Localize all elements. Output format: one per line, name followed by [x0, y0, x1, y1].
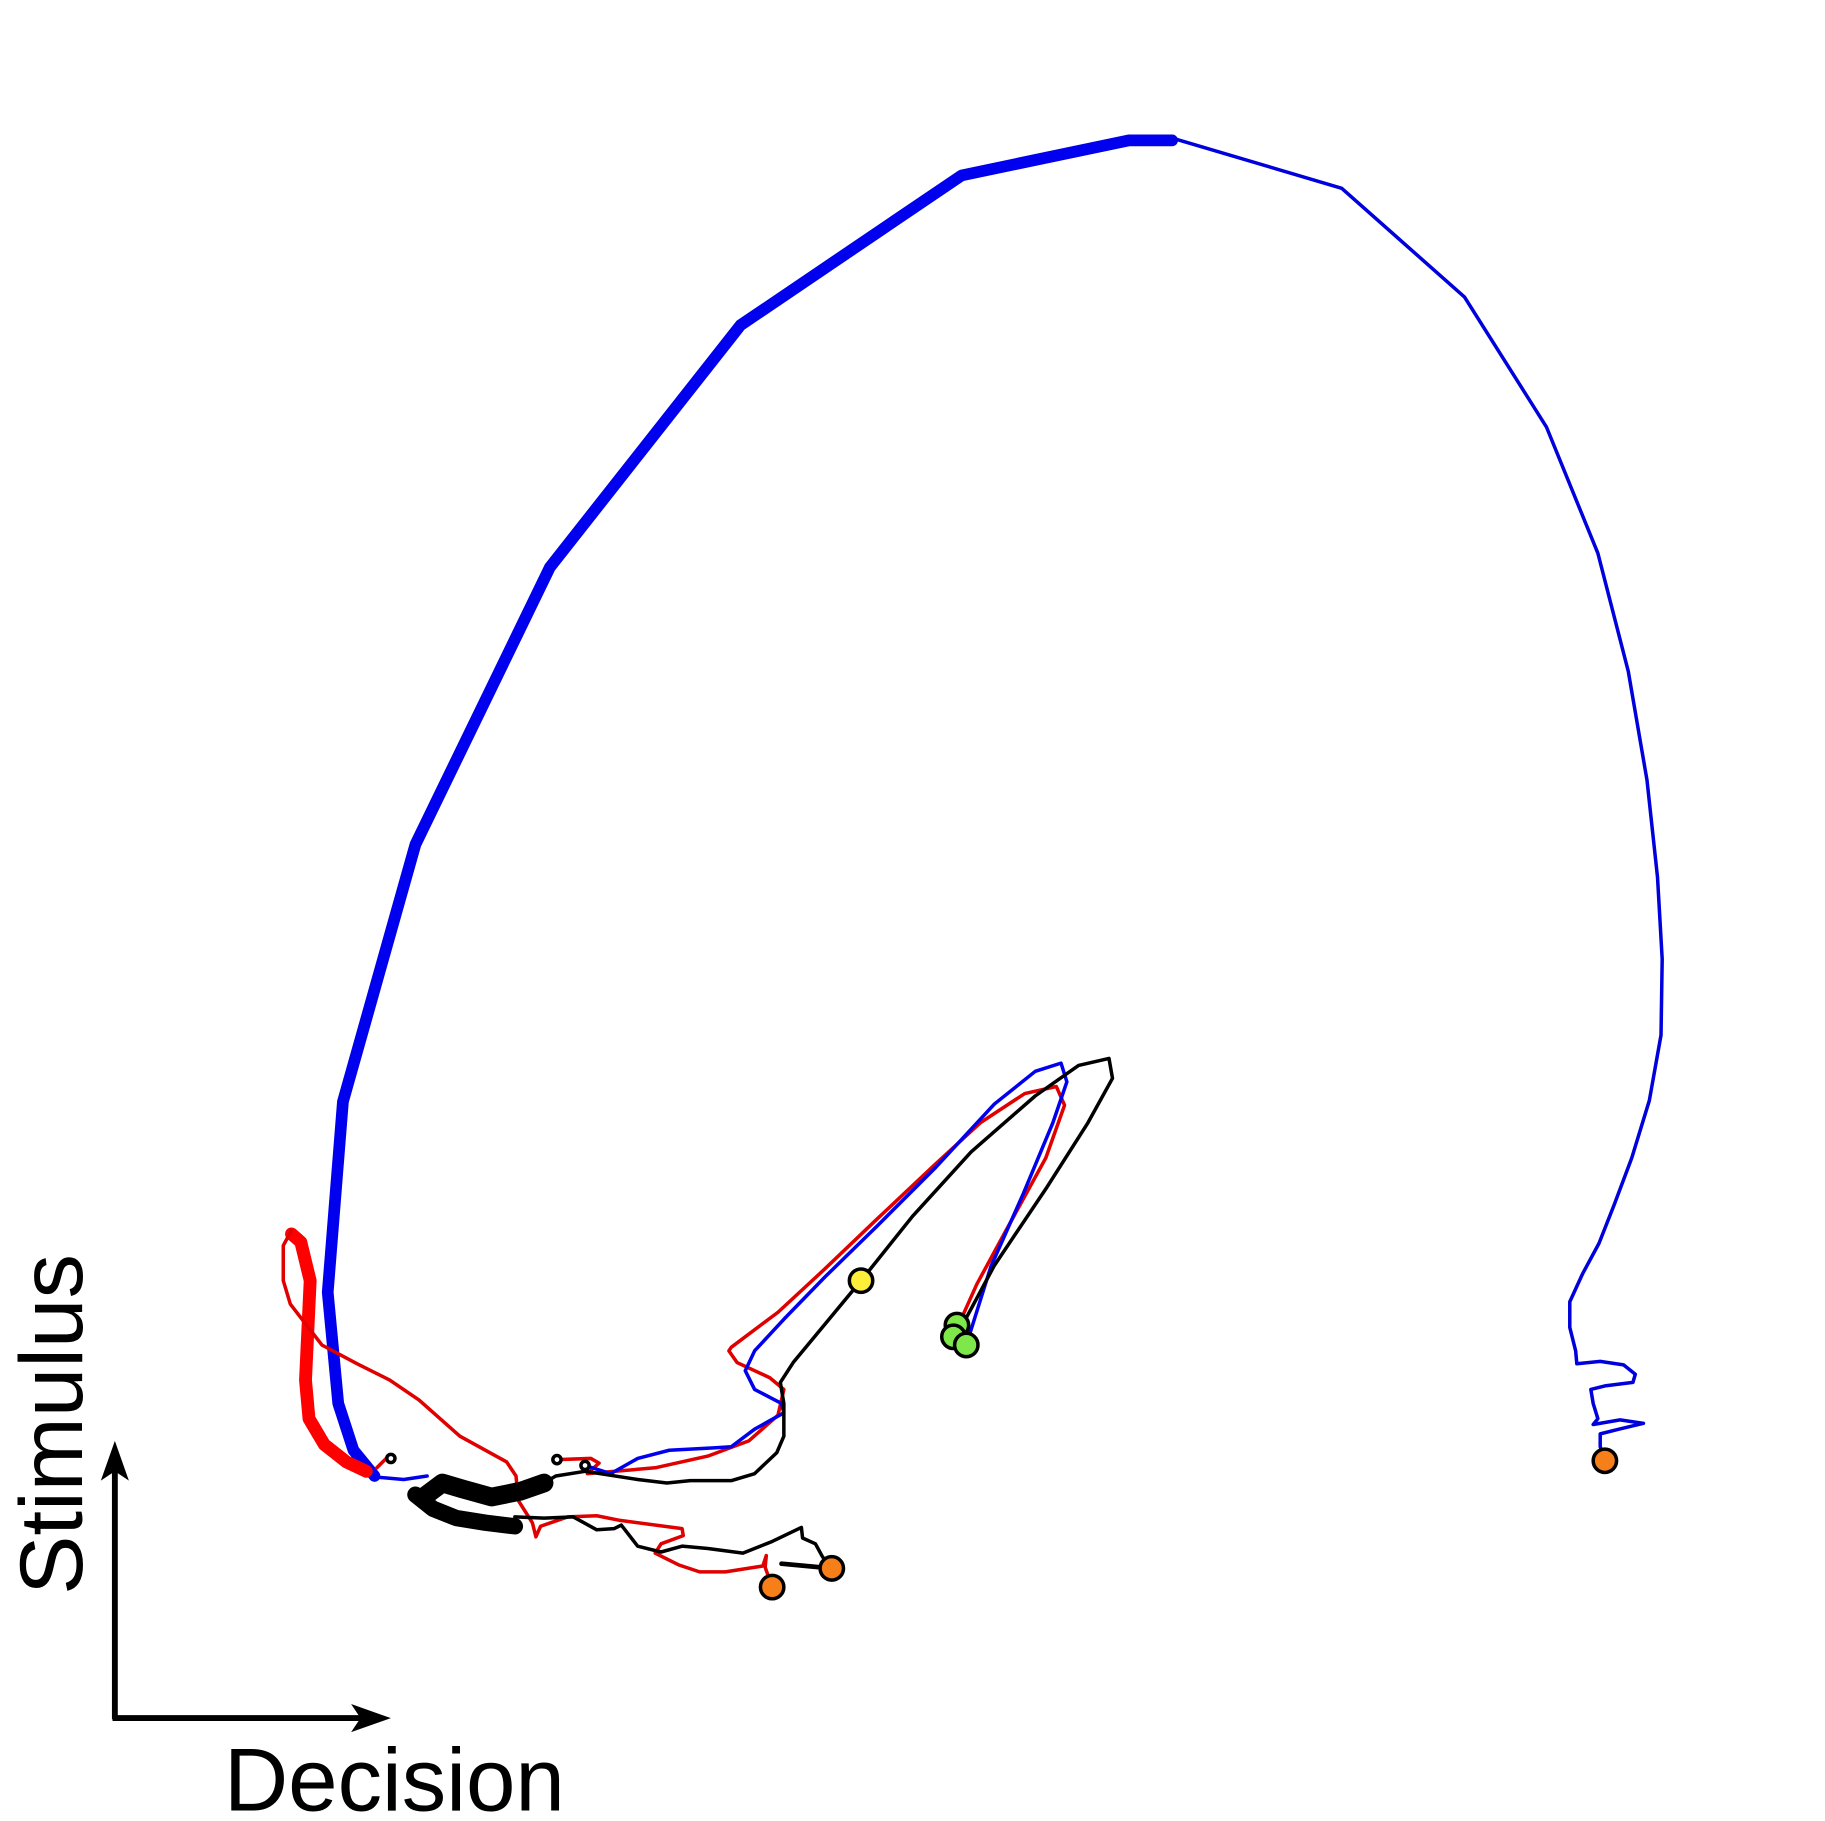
red-trajectory-thick	[285, 1227, 373, 1478]
start-marker	[385, 1452, 397, 1465]
blue-trajectory-thin	[1170, 136, 1664, 1462]
orange-marker	[818, 1554, 846, 1582]
green-marker	[952, 1331, 980, 1359]
y-arrowhead	[100, 1440, 129, 1481]
blue-trajectory-mid2	[583, 1061, 1069, 1476]
blue-trajectory-thick	[321, 134, 1178, 1482]
black-trajectory-mid	[542, 1056, 1115, 1485]
blue-trajectory-mid	[375, 1474, 429, 1482]
x-axis-label: Decision	[224, 1730, 565, 1821]
black-trajectory-thick	[414, 1473, 554, 1507]
red-trajectory-mid	[555, 1084, 1067, 1476]
start-marker	[579, 1459, 591, 1472]
orange-marker	[758, 1573, 786, 1601]
red-trajectory-thin	[281, 1228, 774, 1589]
start-marker	[551, 1453, 563, 1466]
y-axis-label: Stimulus	[2, 1254, 101, 1595]
orange-marker	[1591, 1447, 1619, 1475]
x-arrowhead	[351, 1704, 391, 1733]
yellow-marker	[847, 1267, 875, 1295]
black-trajectory-thick2	[407, 1486, 524, 1535]
black-trajectory-thin	[513, 1515, 834, 1571]
